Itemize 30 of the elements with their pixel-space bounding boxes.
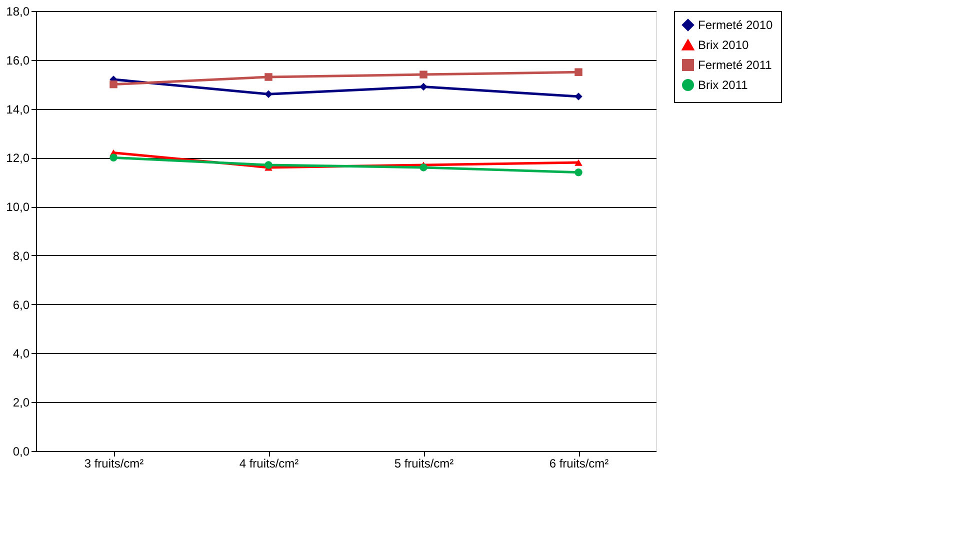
y-tick-label: 6,0 xyxy=(12,298,30,312)
x-tick-label: 5 fruits/cm² xyxy=(394,456,454,470)
y-tick-label: 16,0 xyxy=(6,53,30,68)
y-tick-label: 10,0 xyxy=(6,200,30,214)
y-tick-label: 8,0 xyxy=(12,248,30,263)
y-tick-label: 14,0 xyxy=(6,102,30,116)
y-tick-label: 18,0 xyxy=(6,4,30,18)
point xyxy=(574,68,582,76)
point xyxy=(110,154,118,162)
y-tick-label: 12,0 xyxy=(6,151,30,166)
legend-label: Fermeté 2010 xyxy=(698,18,774,32)
y-tick-label: 2,0 xyxy=(12,396,30,410)
y-tick-label: 4,0 xyxy=(12,346,30,361)
x-tick-label: 6 fruits/cm² xyxy=(549,456,609,470)
x-tick-label: 3 fruits/cm² xyxy=(84,456,144,470)
point xyxy=(420,70,428,78)
point xyxy=(574,159,582,166)
point xyxy=(420,82,428,91)
point xyxy=(264,161,272,169)
point xyxy=(110,80,118,88)
point xyxy=(264,90,272,98)
point xyxy=(264,73,272,81)
point xyxy=(574,168,582,176)
x-tick-label: 4 fruits/cm² xyxy=(239,456,299,470)
legend-label: Brix 2010 xyxy=(698,38,750,52)
point xyxy=(574,92,582,100)
y-tick-label: 0,0 xyxy=(12,444,30,458)
point xyxy=(420,164,428,172)
legend-label: Fermeté 2011 xyxy=(698,58,772,72)
legend-label: Brix 2011 xyxy=(698,78,748,92)
